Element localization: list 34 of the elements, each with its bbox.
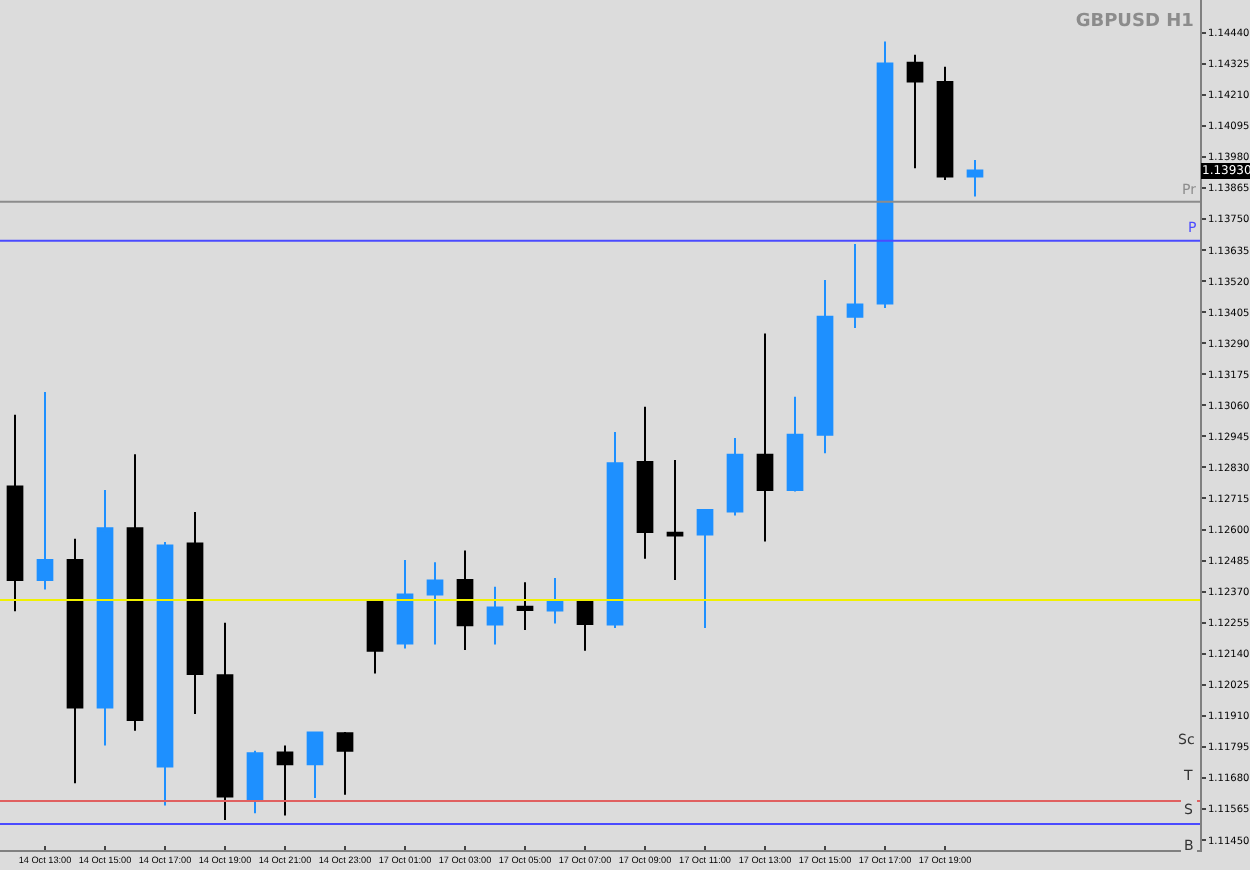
candlestick xyxy=(96,489,114,747)
candlestick xyxy=(66,537,84,785)
candlestick xyxy=(606,431,624,630)
candlestick xyxy=(906,53,924,170)
candlestick xyxy=(486,585,504,646)
candlestick xyxy=(306,731,324,799)
candlestick xyxy=(816,279,834,455)
text: GBPUSD H1 xyxy=(1075,11,1194,32)
candlestick xyxy=(876,40,894,310)
candlestick xyxy=(576,598,594,652)
candlestick xyxy=(696,509,714,630)
candlestick xyxy=(546,577,564,625)
candlestick xyxy=(246,749,264,815)
candlestick xyxy=(636,405,654,560)
candlestick xyxy=(36,391,54,591)
candlestick xyxy=(786,395,804,493)
candlestick xyxy=(516,581,534,631)
candlestick xyxy=(156,540,174,807)
candlestick xyxy=(846,243,864,330)
candlestick xyxy=(936,65,954,182)
candlestick xyxy=(426,561,444,646)
candlestick xyxy=(186,510,204,715)
candlestick xyxy=(276,744,294,817)
candlestick xyxy=(456,549,474,651)
candlestick xyxy=(666,459,684,581)
candlestick xyxy=(726,436,744,517)
candlestick xyxy=(336,731,354,796)
candlestick xyxy=(396,559,414,650)
candlestick xyxy=(126,453,144,732)
candlestick xyxy=(966,159,984,198)
candlestick xyxy=(756,332,774,543)
candlestick xyxy=(366,600,384,675)
candlestick xyxy=(6,413,24,613)
candlestick xyxy=(216,621,234,822)
